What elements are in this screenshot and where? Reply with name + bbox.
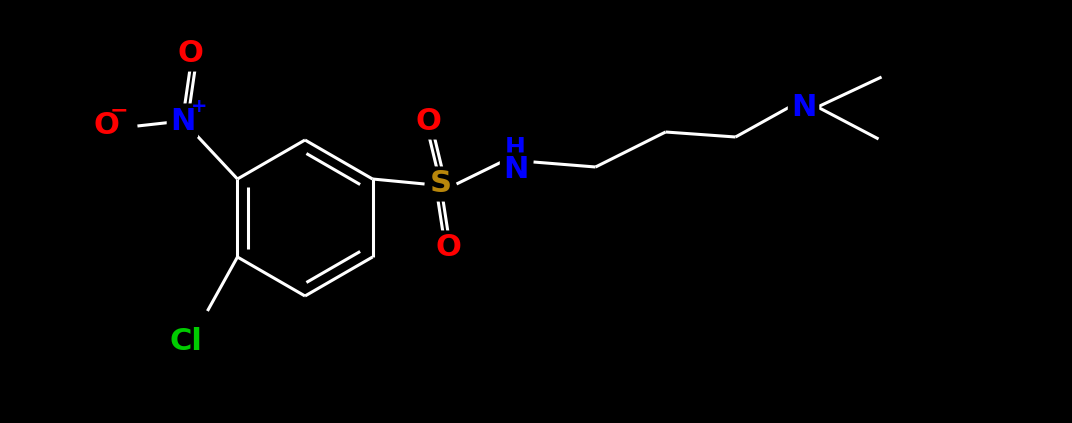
- Text: O: O: [178, 39, 204, 69]
- Text: Cl: Cl: [169, 327, 202, 355]
- Text: +: +: [191, 97, 208, 116]
- Text: H: H: [505, 136, 526, 160]
- Text: O: O: [435, 233, 461, 263]
- Text: O: O: [93, 112, 119, 140]
- Text: O: O: [416, 107, 442, 137]
- Text: N: N: [169, 107, 195, 135]
- Text: −: −: [110, 100, 129, 120]
- Text: N: N: [791, 93, 816, 121]
- Text: N: N: [503, 156, 528, 184]
- Text: S: S: [430, 170, 451, 198]
